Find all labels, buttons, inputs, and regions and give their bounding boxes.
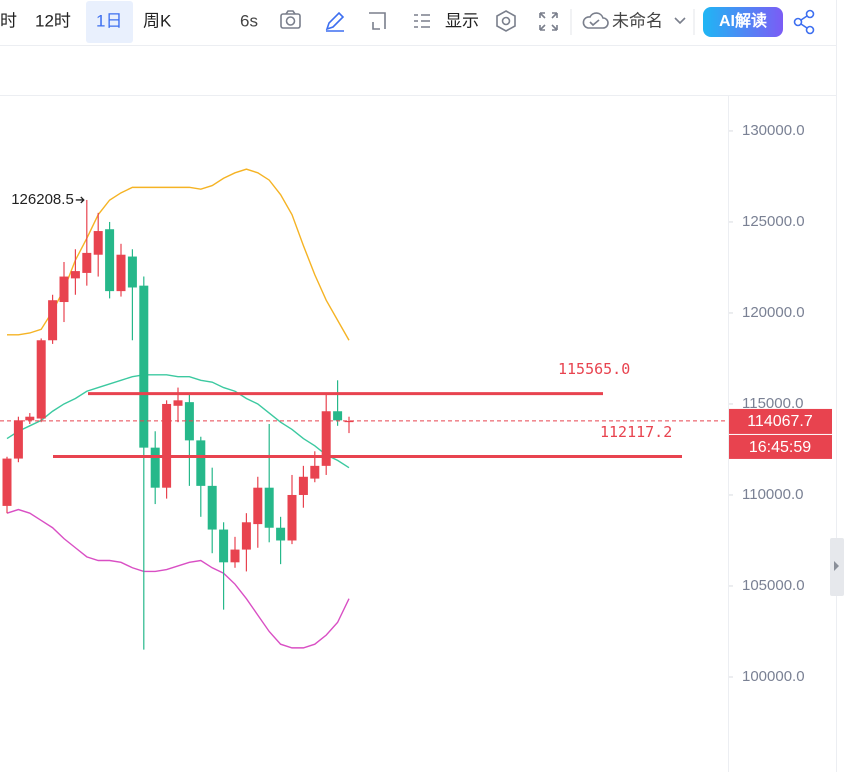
candle-body [93,231,103,255]
candle-body [25,416,35,421]
candle-body [298,476,308,495]
candle-body [150,447,160,488]
y-tick-label: 105000.0 [742,577,805,594]
cloud-icon[interactable] [582,12,609,29]
candle-body [333,411,343,421]
candle-body [127,256,137,288]
selected-bg [86,1,133,43]
candle-body [36,340,46,419]
y-tick-label: 125000.0 [742,213,805,230]
interval-button[interactable]: 12时 [35,11,71,30]
band-line [6,374,350,469]
interval-button[interactable]: 周K [143,11,172,30]
high-label: 126208.5 [11,191,74,208]
band-line [6,508,350,649]
plot: 100000.0 105000.0 110000.0 115000.0 120000.0… [0,122,832,685]
settings-icon[interactable] [496,10,516,32]
candle-body [321,411,331,466]
candle-body [276,527,286,541]
candle-body [196,440,206,486]
candle-body [59,276,69,303]
time-box [729,434,832,459]
level-label: 112117.2 [600,423,672,441]
candle-body [310,465,320,479]
candle-body [219,529,229,563]
y-tick-label: 115000.0 [742,395,803,412]
candle-body [207,485,217,530]
candle-body [253,487,263,525]
candle-body [173,400,183,406]
candle-body [344,420,354,423]
refresh-button[interactable]: 6s [240,11,258,30]
chevron-icon[interactable] [674,17,686,25]
interval-button[interactable]: 1日 [96,11,122,30]
display-button[interactable]: 显示 [445,11,479,30]
list-icon[interactable] [414,14,430,28]
candle-body [70,271,80,279]
expand-icon[interactable] [539,12,558,31]
candle-body [105,229,115,292]
crop-icon[interactable] [369,12,386,30]
candle-body [241,522,251,550]
y-tick-label: 100000.0 [742,668,805,685]
candle-body [2,458,12,506]
candle-body [264,487,274,528]
y-tick-label: 120000.0 [742,304,805,321]
candle-body [139,285,149,448]
interval-button[interactable]: 时 [0,11,17,30]
candle-body [48,300,58,341]
ai-button-label[interactable]: AI解读 [719,11,767,30]
price-box [729,408,832,434]
candle-body [13,420,23,459]
camera-icon[interactable] [280,10,301,29]
share-icon[interactable] [793,9,815,35]
layout-name[interactable]: 未命名 [612,11,663,30]
candle-body [230,549,240,563]
y-tick-label: 130000.0 [742,122,805,139]
time-label: 16:45:59 [749,439,811,456]
candle-body [287,494,297,541]
ai-button[interactable] [703,7,783,37]
candle-body [116,254,126,292]
high-arrow [75,196,85,204]
candle-body [82,252,92,273]
handle-arrow [834,561,839,571]
price-label: 114067.7 [747,413,813,430]
draw-icon[interactable] [325,11,345,32]
toolbar: 时 12时 1日 周K 6s 显示 未命名 AI解读 [0,1,815,43]
y-tick-label: 110000.0 [742,486,803,503]
level-label: 115565.0 [558,360,630,378]
candle-body [162,403,172,488]
